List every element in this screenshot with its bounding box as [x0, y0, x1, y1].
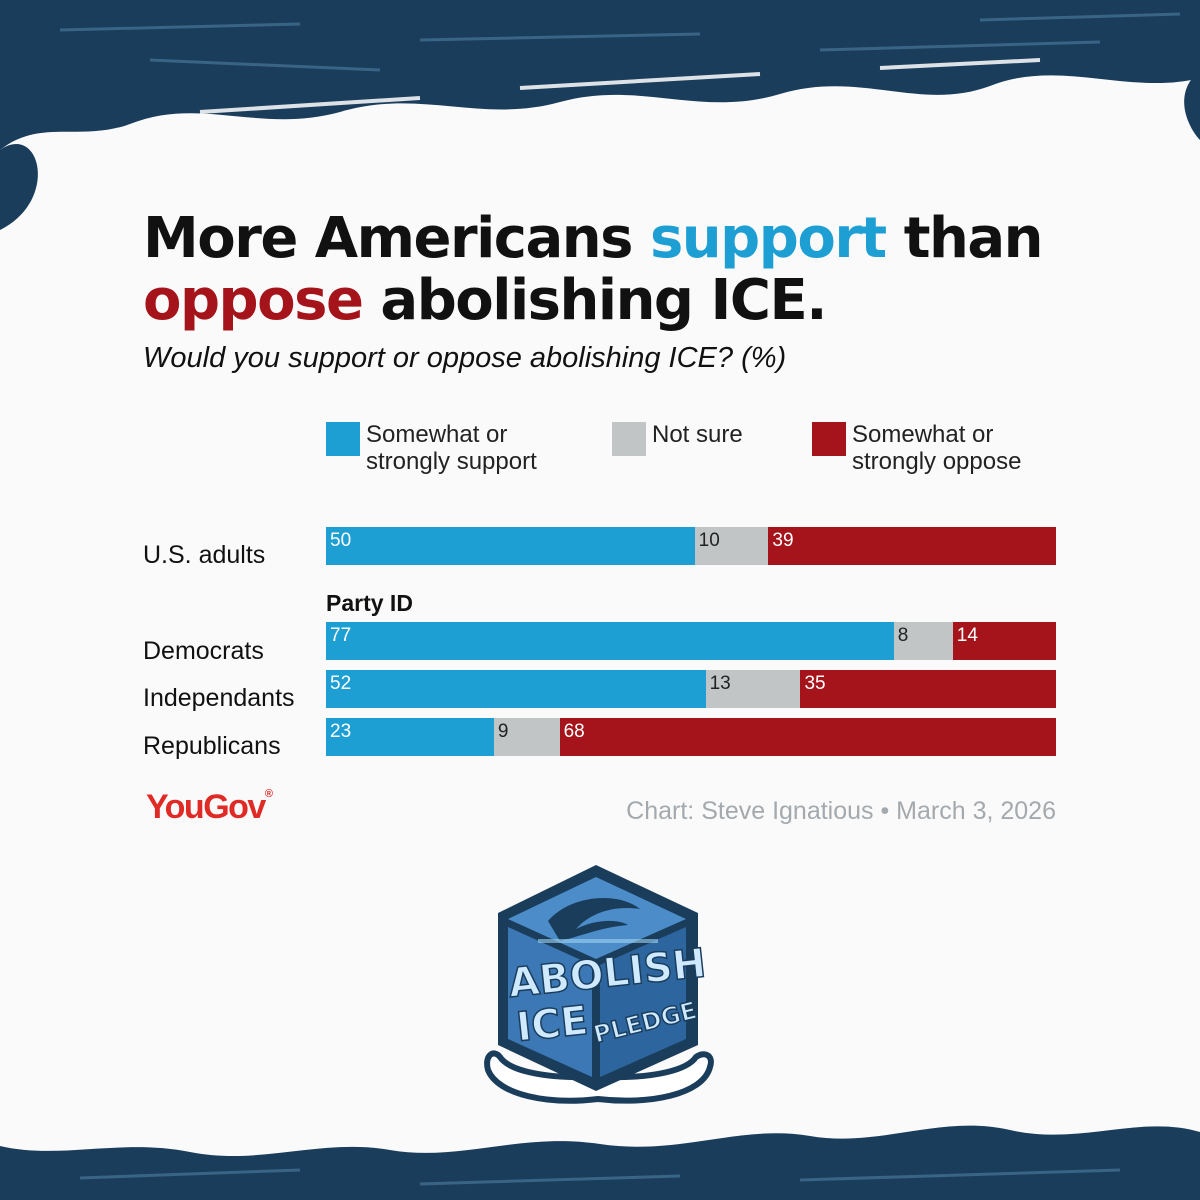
bar-segment-democrats-not-sure: 8 [893, 622, 953, 660]
bar-segment-u-s-adults-not-sure: 10 [694, 527, 769, 565]
row-label-democrats: Democrats [143, 637, 264, 665]
data-label-republicans-not-sure: 9 [497, 721, 509, 742]
title-part-3: than [885, 206, 1044, 271]
chart-subtitle: Would you support or oppose abolishing I… [143, 342, 787, 374]
logo-text-ice: ICE [514, 998, 590, 1051]
title-part-5: abolishing ICE. [362, 268, 827, 333]
top-brush-border [0, 0, 1200, 230]
row-label-republicans: Republicans [143, 732, 281, 760]
data-label-u-s-adults-not-sure: 10 [698, 530, 720, 551]
bar-republicans: 23 9 68 [326, 718, 1056, 756]
legend-label-not-sure: Not sure [652, 421, 743, 448]
bar-us-adults: 50 10 39 [326, 527, 1056, 565]
bar-segment-independants-oppose: 35 [800, 670, 1056, 708]
chart-title: More Americans support than oppose aboli… [143, 208, 1143, 332]
legend-item-support: Somewhat or strongly support [326, 421, 537, 475]
bar-segment-democrats-oppose: 14 [952, 622, 1056, 660]
chart-credit: Chart: Steve Ignatious • March 3, 2026 [626, 797, 1056, 825]
legend-swatch-oppose [812, 422, 846, 456]
legend-label-oppose: Somewhat or strongly oppose [852, 421, 1022, 475]
data-label-independants-not-sure: 13 [709, 673, 731, 694]
row-label-independants: Independants [143, 684, 295, 712]
yougov-logo-text: YouGov [146, 788, 266, 826]
bar-segment-u-s-adults-oppose: 39 [768, 527, 1056, 565]
legend-swatch-support [326, 422, 360, 456]
data-label-republicans-oppose: 68 [563, 721, 585, 742]
bar-segment-independants-not-sure: 13 [705, 670, 801, 708]
legend-label-support: Somewhat or strongly support [366, 421, 537, 475]
data-label-independants-oppose: 35 [804, 673, 826, 694]
yougov-logo: YouGov® [146, 788, 273, 826]
data-label-u-s-adults-support: 50 [330, 530, 352, 551]
data-label-democrats-oppose: 14 [956, 625, 978, 646]
abolish-ice-pledge-logo: ABOLISH ICE PLEDGE [484, 865, 714, 1104]
data-label-republicans-support: 23 [330, 721, 352, 742]
title-support-word: support [649, 206, 887, 271]
bar-democrats: 77 8 14 [326, 622, 1056, 660]
bottom-brush-border [0, 1125, 1200, 1200]
bar-segment-republicans-oppose: 68 [559, 718, 1056, 756]
bar-independants: 52 13 35 [326, 670, 1056, 708]
data-label-democrats-support: 77 [330, 625, 352, 646]
data-label-independants-support: 52 [330, 673, 352, 694]
data-label-u-s-adults-oppose: 39 [772, 530, 794, 551]
bar-segment-republicans-support: 23 [326, 718, 494, 756]
row-label-us-adults: U.S. adults [143, 541, 266, 569]
legend-item-oppose: Somewhat or strongly oppose [812, 421, 1021, 475]
legend-item-not-sure: Not sure [612, 421, 743, 456]
bar-segment-republicans-not-sure: 9 [493, 718, 560, 756]
bar-segment-u-s-adults-support: 50 [326, 527, 695, 565]
title-part-1: More Americans [143, 206, 650, 271]
bar-segment-democrats-support: 77 [326, 622, 894, 660]
group-label-party-id: Party ID [326, 590, 413, 616]
legend-swatch-not-sure [612, 422, 646, 456]
bar-segment-independants-support: 52 [326, 670, 706, 708]
data-label-democrats-not-sure: 8 [897, 625, 909, 646]
title-oppose-word: oppose [143, 268, 364, 333]
